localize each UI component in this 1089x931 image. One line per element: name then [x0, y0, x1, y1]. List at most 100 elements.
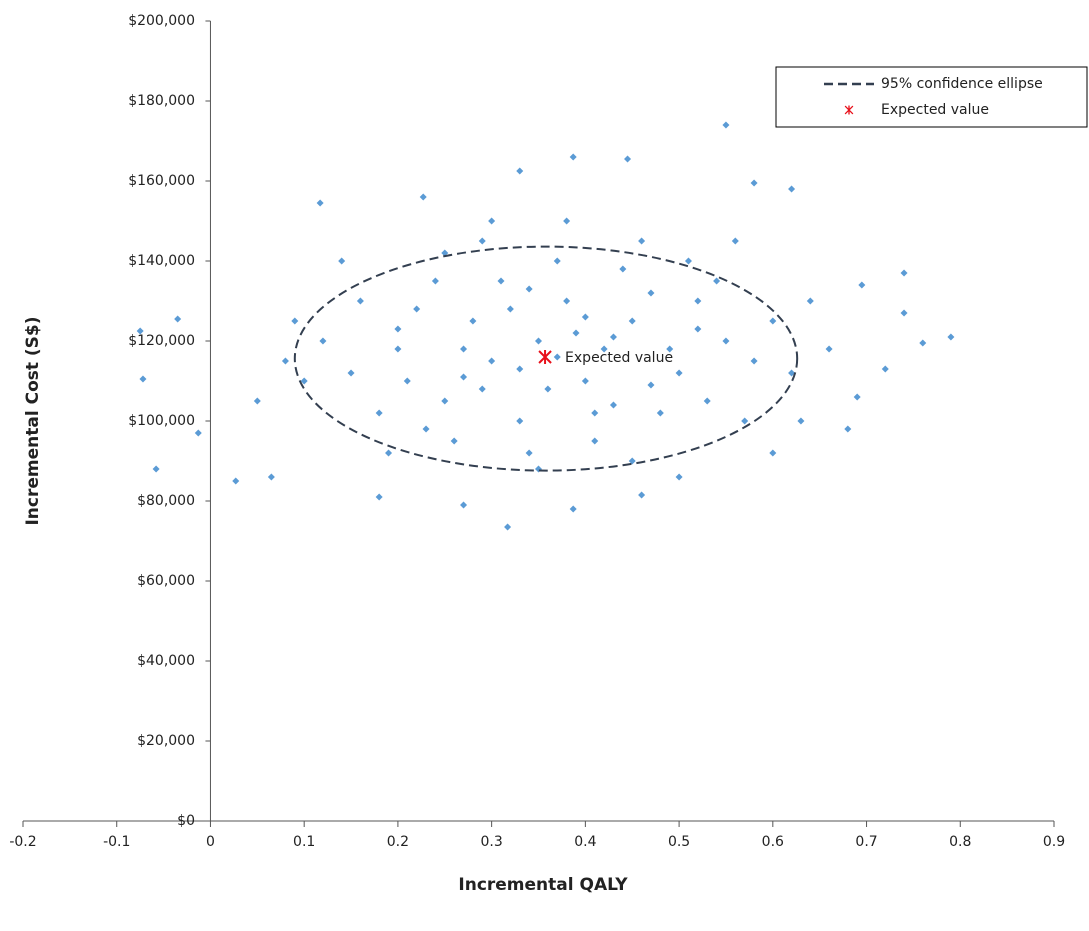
y-tick-label: $180,000: [128, 93, 195, 109]
scatter-point: [797, 417, 805, 425]
x-tick-label: 0.4: [574, 834, 596, 850]
x-tick-label: 0.2: [387, 834, 409, 850]
scatter-point: [569, 505, 577, 513]
scatter-point: [628, 317, 636, 325]
x-axis-title: Incremental QALY: [458, 875, 628, 895]
scatter-point: [232, 477, 240, 485]
scatter-point: [419, 193, 427, 201]
y-tick-label: $20,000: [137, 733, 195, 749]
scatter-point: [394, 345, 402, 353]
scatter-point: [731, 237, 739, 245]
scatter-point: [497, 277, 505, 285]
scatter-point: [900, 309, 908, 317]
scatter-point: [825, 345, 833, 353]
scatter-point: [881, 365, 889, 373]
scatter-point: [553, 353, 561, 361]
scatter-point: [666, 345, 674, 353]
scatter-point: [609, 401, 617, 409]
scatter-point: [441, 397, 449, 405]
scatter-point: [460, 501, 468, 509]
scatter-point: [375, 493, 383, 501]
scatter-point: [722, 337, 730, 345]
scatter-point: [675, 473, 683, 481]
scatter-point: [194, 429, 202, 437]
scatter-point: [619, 265, 627, 273]
scatter-point: [316, 199, 324, 207]
scatter-point: [858, 281, 866, 289]
scatter-point: [722, 121, 730, 129]
scatter-point: [581, 377, 589, 385]
scatter-point: [600, 345, 608, 353]
scatter-point: [488, 357, 496, 365]
scatter-point: [267, 473, 275, 481]
scatter-point: [516, 167, 524, 175]
scatter-point: [413, 305, 421, 313]
x-tick-label: 0.5: [668, 834, 690, 850]
scatter-point: [516, 365, 524, 373]
scatter-point: [624, 155, 632, 163]
x-tick-label: 0.3: [481, 834, 503, 850]
scatter-point: [394, 325, 402, 333]
scatter-point: [291, 317, 299, 325]
scatter-point: [844, 425, 852, 433]
scatter-point: [174, 315, 182, 323]
x-tick-label: 0.9: [1043, 834, 1065, 850]
scatter-point: [478, 237, 486, 245]
scatter-point: [900, 269, 908, 277]
y-tick-label: $60,000: [137, 573, 195, 589]
legend-marker: [844, 105, 854, 115]
scatter-point: [563, 297, 571, 305]
y-tick-label: $120,000: [128, 333, 195, 349]
x-tick-label: 0.6: [762, 834, 784, 850]
scatter-point: [647, 289, 655, 297]
scatter-point: [478, 385, 486, 393]
scatter-point: [675, 369, 683, 377]
scatter-point: [947, 333, 955, 341]
scatter-point: [853, 393, 861, 401]
scatter-point: [506, 305, 514, 313]
y-tick-label: $80,000: [137, 493, 195, 509]
legend-box: [775, 66, 1088, 128]
scatter-point: [628, 457, 636, 465]
y-tick-label: $200,000: [128, 13, 195, 29]
scatter-point: [553, 257, 561, 265]
scatter-point: [488, 217, 496, 225]
scatter-point: [431, 277, 439, 285]
scatter-point: [544, 385, 552, 393]
legend-label: 95% confidence ellipse: [881, 76, 1043, 92]
x-tick-label: 0.8: [949, 834, 971, 850]
scatter-point: [535, 337, 542, 345]
scatter-point: [750, 179, 758, 187]
scatter-point: [347, 369, 355, 377]
scatter-point: [516, 417, 524, 425]
scatter-point: [152, 465, 160, 473]
scatter-point: [572, 329, 580, 337]
scatter-point: [788, 369, 796, 377]
scatter-point: [750, 357, 758, 365]
scatter-point: [253, 397, 261, 405]
scatter-point: [919, 339, 927, 347]
y-tick-label: $40,000: [137, 653, 195, 669]
expected-value-marker: [538, 350, 552, 364]
scatter-point: [638, 237, 646, 245]
scatter-point: [136, 327, 144, 335]
scatter-point: [563, 217, 571, 225]
scatter-point: [638, 491, 646, 499]
scatter-point: [300, 377, 308, 385]
y-axis-title: Incremental Cost (S$): [23, 316, 43, 525]
scatter-point: [525, 449, 533, 457]
x-tick-label: -0.2: [9, 834, 36, 850]
confidence-ellipse: [293, 245, 799, 472]
scatter-point: [656, 409, 664, 417]
y-tick-label: $0: [177, 813, 195, 829]
legend-label: Expected value: [881, 102, 989, 118]
scatter-point: [281, 357, 289, 365]
scatter-point: [356, 297, 364, 305]
scatter-point: [450, 437, 458, 445]
y-tick-label: $140,000: [128, 253, 195, 269]
scatter-point: [694, 297, 702, 305]
scatter-point: [338, 257, 346, 265]
scatter-point: [319, 337, 327, 345]
scatter-point: [403, 377, 411, 385]
